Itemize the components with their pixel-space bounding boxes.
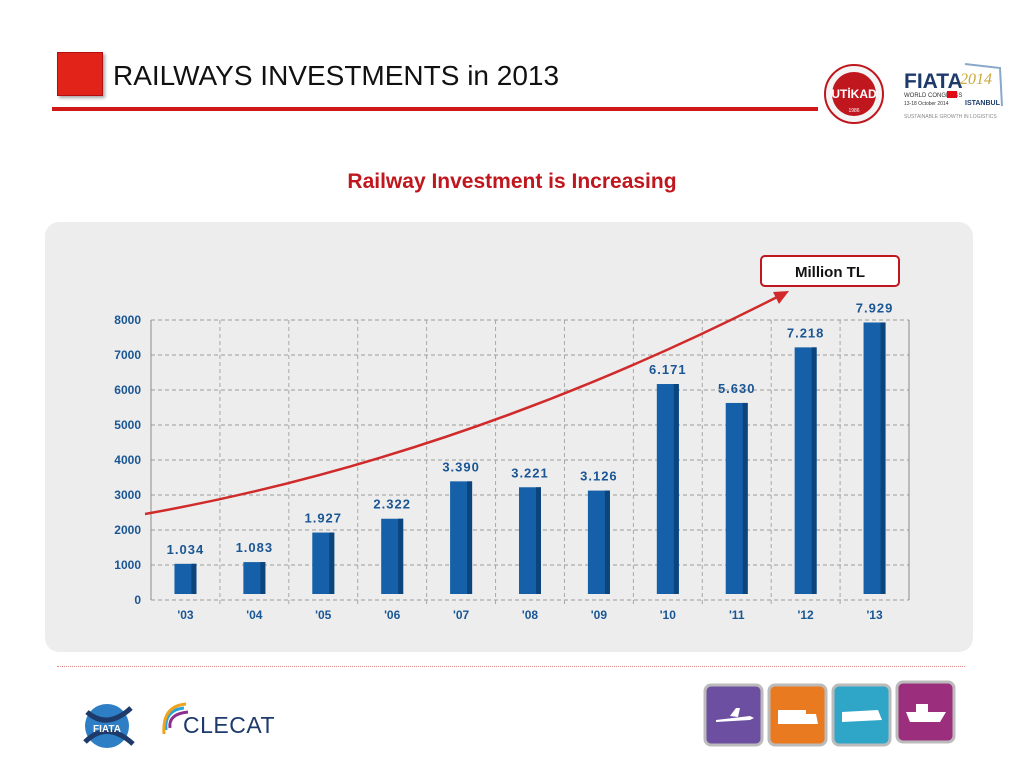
data-label: 1.927 bbox=[304, 511, 342, 526]
footer-divider bbox=[57, 666, 965, 667]
annotation-label: Million TL bbox=[795, 264, 865, 281]
y-tick-label: 2000 bbox=[114, 523, 141, 537]
ship-icon bbox=[906, 704, 946, 722]
data-label: 3.390 bbox=[442, 459, 480, 474]
road-tile bbox=[767, 683, 828, 747]
data-label: 7.218 bbox=[787, 325, 825, 340]
y-tick-label: 3000 bbox=[114, 488, 141, 502]
bar-side-shade bbox=[467, 481, 473, 594]
x-tick-label: '13 bbox=[866, 608, 883, 622]
utikad-seal-year: 1986 bbox=[848, 108, 859, 114]
x-tick-label: '08 bbox=[522, 608, 539, 622]
title-bullet-square bbox=[57, 52, 103, 96]
x-tick-label: '09 bbox=[591, 608, 608, 622]
clecat-swirl-icon bbox=[162, 702, 189, 735]
x-tick-label: '06 bbox=[384, 608, 401, 622]
fiata-globe-logo: FIATA bbox=[83, 704, 135, 748]
bar-side-shade bbox=[536, 487, 541, 594]
data-label: 6.171 bbox=[649, 362, 687, 377]
bar-chart: 0 1000 2000 3000 4000 5000 6000 7000 8000 1.034 '0… bbox=[114, 255, 910, 622]
logo-tagline: SUSTAINABLE GROWTH IN LOGISTICS bbox=[904, 114, 997, 120]
data-label: 3.126 bbox=[580, 469, 618, 484]
data-label: 7.929 bbox=[856, 300, 894, 315]
chart-panel bbox=[45, 222, 973, 652]
chart-subtitle: Railway Investment is Increasing bbox=[347, 170, 677, 193]
fiata-year-text: 2014 bbox=[960, 71, 992, 88]
bar-side-shade bbox=[742, 402, 748, 594]
truck-icon bbox=[778, 710, 818, 724]
train-icon bbox=[842, 710, 882, 722]
air-tile bbox=[703, 683, 764, 747]
x-tick-label: '05 bbox=[315, 608, 332, 622]
bar bbox=[174, 563, 197, 594]
airplane-icon bbox=[716, 708, 754, 722]
bar bbox=[794, 347, 817, 594]
bar bbox=[450, 481, 473, 594]
globe-swoosh-icon bbox=[85, 706, 133, 723]
trend-arrow bbox=[144, 292, 784, 516]
bridge-icon bbox=[964, 63, 1003, 107]
turkey-flag-icon bbox=[947, 91, 957, 98]
bar-side-shade bbox=[191, 563, 197, 594]
bar bbox=[863, 322, 886, 594]
y-tick-label: 7000 bbox=[114, 348, 141, 362]
logo-line1: WORLD CONGRESS bbox=[904, 93, 962, 99]
rail-tile bbox=[831, 683, 892, 747]
utikad-seal-text: UTİKAD bbox=[831, 86, 877, 101]
utikad-seal-inner bbox=[832, 72, 876, 116]
trend-arrow-head bbox=[773, 291, 789, 304]
x-tick-label: '07 bbox=[453, 608, 470, 622]
bar-side-shade bbox=[880, 322, 886, 594]
x-tick-label: '04 bbox=[246, 608, 263, 622]
x-tick-label: '10 bbox=[660, 608, 677, 622]
logo-city: ISTANBUL bbox=[965, 100, 1001, 107]
bar bbox=[519, 487, 541, 594]
x-tick-label: '12 bbox=[798, 608, 815, 622]
bar-side-shade bbox=[673, 384, 679, 594]
bar bbox=[381, 518, 404, 594]
data-label: 3.221 bbox=[511, 465, 549, 480]
page-title: RAILWAYS INVESTMENTS in 2013 bbox=[113, 60, 560, 91]
y-tick-label: 1000 bbox=[114, 558, 141, 572]
logo-line2: 13-18 October 2014 bbox=[904, 101, 949, 107]
bar bbox=[656, 384, 679, 594]
x-tick-label: '11 bbox=[729, 608, 745, 622]
sea-tile bbox=[895, 680, 956, 744]
bar-side-shade bbox=[329, 532, 335, 594]
data-label: 1.034 bbox=[167, 542, 205, 557]
congress-logo: UTİKAD 1986 FIATA 2014 WORLD CONGRESS 13… bbox=[824, 63, 1003, 124]
bar-side-shade bbox=[811, 347, 817, 594]
fiata-globe-text: FIATA bbox=[93, 724, 121, 735]
bar-side-shade bbox=[398, 518, 404, 594]
bar-side-shade bbox=[604, 490, 610, 594]
data-label: 2.322 bbox=[373, 497, 411, 512]
bar-side-shade bbox=[260, 562, 266, 594]
y-tick-label: 4000 bbox=[114, 453, 141, 467]
fiata-brand-text: FIATA bbox=[904, 70, 963, 93]
data-label: 1.083 bbox=[236, 540, 274, 555]
bar bbox=[243, 562, 266, 594]
annotation-box bbox=[760, 255, 900, 287]
y-tick-label: 5000 bbox=[114, 418, 141, 432]
bar bbox=[312, 532, 335, 594]
y-tick-label: 8000 bbox=[114, 313, 141, 327]
title-divider bbox=[52, 107, 818, 111]
clecat-logo-text: CLECAT bbox=[183, 712, 276, 738]
x-tick-label: '03 bbox=[177, 608, 194, 622]
transport-mode-tiles bbox=[703, 680, 956, 747]
y-tick-label: 6000 bbox=[114, 383, 141, 397]
bar bbox=[587, 490, 610, 594]
data-label: 5.630 bbox=[718, 381, 756, 396]
bar bbox=[725, 402, 748, 594]
y-tick-label: 0 bbox=[134, 593, 141, 607]
